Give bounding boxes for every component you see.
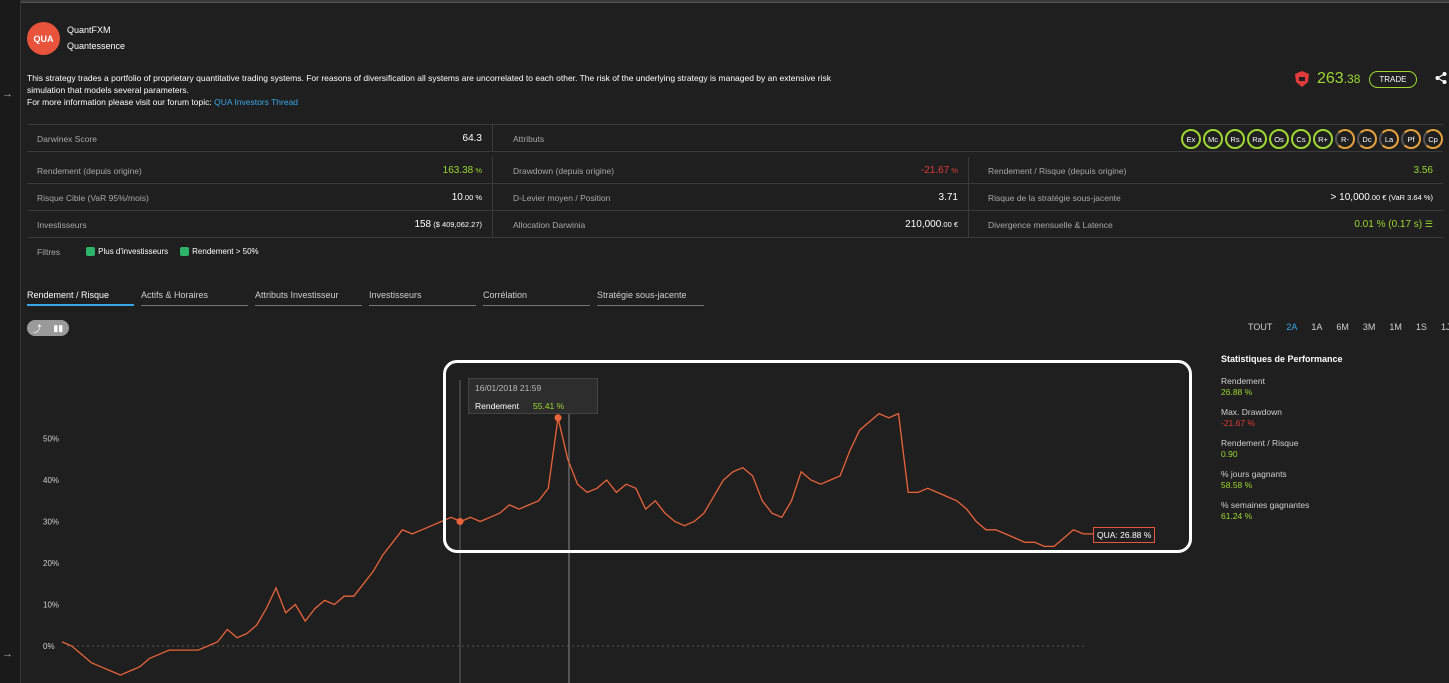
trade-button[interactable]: TRADE <box>1369 70 1417 88</box>
share-icon[interactable] <box>1435 72 1447 87</box>
attribute-badge-cp[interactable]: Cp <box>1423 129 1443 149</box>
filter-chip[interactable]: Rendement > 50% <box>180 247 259 256</box>
tab-actifs-horaires[interactable]: Actifs & Horaires <box>141 290 248 306</box>
drawdown-value: -21.67 % <box>920 165 958 176</box>
attribute-badge-rplus[interactable]: R+ <box>1313 129 1333 149</box>
return-risk-value: 3.56 <box>1413 165 1433 176</box>
return-value: 163.38 % <box>442 165 482 176</box>
perf-return-risk: 0.90 <box>1221 449 1238 459</box>
left-sidebar: → → <box>0 0 21 683</box>
highlight-box <box>443 360 1192 553</box>
performance-stats: Statistiques de Performance Rendement 26… <box>1221 354 1371 531</box>
tab-investisseurs[interactable]: Investisseurs <box>369 290 476 306</box>
perf-winning-days: 58.58 % <box>1221 480 1253 490</box>
range-1j[interactable]: 1J <box>1440 322 1449 332</box>
strategy-description: This strategy trades a portfolio of prop… <box>27 73 831 107</box>
tab-rendement-risque[interactable]: Rendement / Risque <box>27 290 134 306</box>
y-tick-label: 50% <box>43 435 59 444</box>
darwin-subname: Quantessence <box>67 41 126 51</box>
hexagon-icon <box>86 247 96 256</box>
darwin-page: QUA QuantFXM Quantessence This strategy … <box>27 0 1449 683</box>
series-line-qua <box>61 412 1093 676</box>
allocation-value: 210,000.00 € <box>905 219 958 230</box>
attribute-badges: Ex Mc Rs Ra Os Cs R+ R- Dc La Pf Cp <box>1181 129 1443 149</box>
price-block: 263.38 TRADE <box>1295 70 1417 88</box>
attribute-badge-os[interactable]: Os <box>1269 129 1289 149</box>
perf-return: 26.88 % <box>1221 387 1253 397</box>
attribute-badge-ra[interactable]: Ra <box>1247 129 1267 149</box>
tooltip-label: Rendement <box>475 401 519 411</box>
performance-chart: 0% 10% 20% 30% 40% 50% <box>27 340 1217 683</box>
target-risk-value: 10.00 % <box>451 192 482 203</box>
forum-thread-link[interactable]: QUA Investors Thread <box>214 97 299 107</box>
y-tick-label: 30% <box>43 518 59 527</box>
tab-bar: Rendement / Risque Actifs & Horaires Att… <box>27 290 711 306</box>
chart-type-toggle[interactable]: ⤴ ▮▮ <box>27 320 69 336</box>
series-end-label: QUA: 26.88 % <box>1093 527 1156 543</box>
expand-arrow-icon[interactable]: → <box>2 648 13 660</box>
y-tick-label: 20% <box>43 559 59 568</box>
stats-table: Darwinex Score 64.3 Attributs Ex Mc Rs Ra Os… <box>27 124 1443 257</box>
chart-svg: 0% 10% 20% 30% 40% 50% <box>43 380 1093 683</box>
range-3m[interactable]: 3M <box>1362 322 1376 332</box>
range-2a[interactable]: 2A <box>1286 322 1298 332</box>
y-tick-label: 0% <box>43 642 55 651</box>
y-tick-label: 10% <box>43 601 59 610</box>
attribute-badge-cs[interactable]: Cs <box>1291 129 1311 149</box>
investors-value: 158 ($ 409,062.27) <box>414 219 482 230</box>
attribute-badge-rminus[interactable]: R- <box>1335 129 1355 149</box>
darwinex-score: 64.3 <box>462 133 482 144</box>
stats-row: Rendement (depuis origine) 163.38 % Draw… <box>27 157 1443 184</box>
strategy-risk-value: > 10,000.00 € (VaR 3.64 %) <box>1330 192 1433 203</box>
attribute-badge-mc[interactable]: Mc <box>1203 129 1223 149</box>
attribute-badge-rs[interactable]: Rs <box>1225 129 1245 149</box>
filter-chip[interactable]: Plus d'investisseurs <box>86 247 168 256</box>
stats-row: Investisseurs 158 ($ 409,062.27) Allocat… <box>27 211 1443 238</box>
top-divider <box>21 0 1449 3</box>
expand-arrow-icon[interactable]: → <box>2 88 13 100</box>
range-1s[interactable]: 1S <box>1415 322 1427 332</box>
bars-icon: ☰ <box>1424 219 1433 229</box>
hexagon-icon <box>180 247 190 256</box>
attribute-badge-dc[interactable]: Dc <box>1357 129 1377 149</box>
divergence-value: 0.01 % (0.17 s) ☰ <box>1354 219 1433 230</box>
tooltip-date: 16/01/2018 21:59 <box>475 383 542 393</box>
perf-winning-weeks: 61.24 % <box>1221 511 1253 521</box>
tooltip-value: 55.41 % <box>533 401 565 411</box>
stats-row: Risque Cible (VaR 95%/mois) 10.00 % D-Le… <box>27 184 1443 211</box>
avatar: QUA <box>27 22 60 55</box>
chart-tooltip: 16/01/2018 21:59 Rendement 55.41 % <box>468 378 598 414</box>
range-tout[interactable]: TOUT <box>1248 322 1273 332</box>
perf-drawdown: -21.67 % <box>1221 418 1256 428</box>
range-1m[interactable]: 1M <box>1389 322 1402 332</box>
line-chart-icon[interactable]: ⤴ <box>32 323 42 334</box>
attribute-badge-pf[interactable]: Pf <box>1401 129 1421 149</box>
filters-row: Filtres Plus d'investisseurs Rendement >… <box>37 246 259 257</box>
performance-title: Statistiques de Performance <box>1221 354 1343 364</box>
y-tick-label: 40% <box>43 476 59 485</box>
candle-chart-icon[interactable]: ▮▮ <box>53 322 64 333</box>
attribute-badge-ex[interactable]: Ex <box>1181 129 1201 149</box>
leverage-value: 3.71 <box>938 192 958 203</box>
series-point-marker <box>456 518 464 525</box>
range-6m[interactable]: 6M <box>1336 322 1349 332</box>
attribute-badge-la[interactable]: La <box>1379 129 1399 149</box>
stats-row: Darwinex Score 64.3 Attributs Ex Mc Rs Ra Os… <box>27 125 1443 152</box>
price: 263.38 <box>1317 70 1361 87</box>
series-point-marker <box>554 414 562 422</box>
darwin-name: QuantFXM <box>67 25 111 35</box>
range-1a[interactable]: 1A <box>1311 322 1323 332</box>
tab-correlation[interactable]: Corrélation <box>483 290 590 306</box>
range-selector: TOUT 2A 1A 6M 3M 1M 1S 1J <box>1248 322 1449 332</box>
tab-attributs-investisseur[interactable]: Attributs Investisseur <box>255 290 362 306</box>
shield-icon <box>1295 71 1309 87</box>
tab-strategie-sous-jacente[interactable]: Stratégie sous-jacente <box>597 290 704 306</box>
